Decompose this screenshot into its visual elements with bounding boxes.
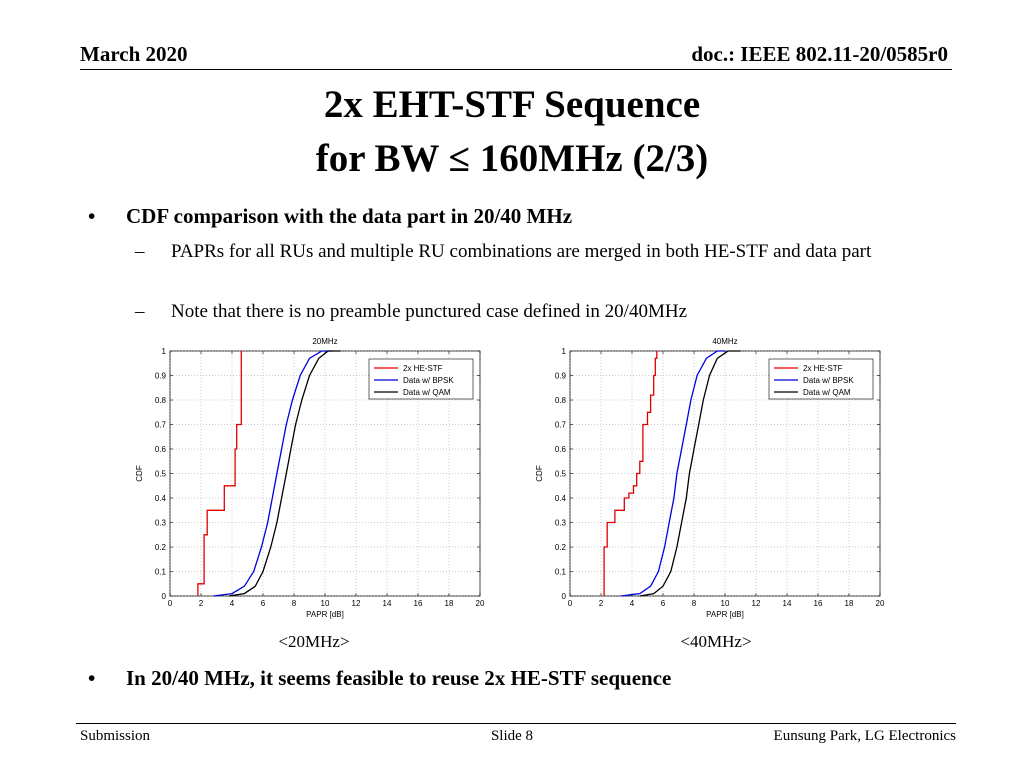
chart-title: 20MHz bbox=[312, 337, 337, 346]
y-tick-label: 0.9 bbox=[155, 372, 167, 381]
header-date: March 2020 bbox=[80, 42, 188, 66]
footer-submission: Submission bbox=[80, 728, 151, 744]
y-tick-label: 0.2 bbox=[555, 543, 567, 552]
subbullet-text: PAPRs for all RUs and multiple RU combin… bbox=[171, 241, 872, 262]
slide-title-line2: for BW ≤ 160MHz (2/3) bbox=[315, 137, 709, 180]
y-tick-label: 0.7 bbox=[155, 421, 167, 430]
x-tick-label: 10 bbox=[321, 599, 330, 608]
legend-label: Data w/ BPSK bbox=[403, 376, 454, 385]
subbullet-text: Note that there is no preamble punctured… bbox=[171, 301, 687, 322]
y-tick-label: 0.1 bbox=[155, 568, 167, 577]
x-tick-label: 8 bbox=[292, 599, 297, 608]
x-tick-label: 18 bbox=[445, 599, 454, 608]
footer-slide-number: Slide 8 bbox=[490, 728, 534, 744]
x-tick-label: 12 bbox=[352, 599, 361, 608]
y-tick-label: 0.3 bbox=[555, 519, 567, 528]
x-tick-label: 14 bbox=[383, 599, 392, 608]
x-tick-label: 20 bbox=[476, 599, 485, 608]
x-tick-label: 0 bbox=[568, 599, 573, 608]
bullet-text: In 20/40 MHz, it seems feasible to reuse… bbox=[126, 666, 672, 690]
series-line-0 bbox=[197, 351, 242, 596]
legend-label: Data w/ QAM bbox=[403, 388, 451, 397]
y-tick-label: 0 bbox=[162, 592, 167, 601]
footer-divider bbox=[76, 723, 956, 724]
bullet-text: CDF comparison with the data part in 20/… bbox=[126, 204, 573, 228]
x-tick-label: 6 bbox=[261, 599, 266, 608]
x-tick-label: 12 bbox=[752, 599, 761, 608]
x-tick-label: 0 bbox=[168, 599, 173, 608]
y-tick-label: 0.5 bbox=[155, 470, 167, 479]
legend-label: 2x HE-STF bbox=[803, 364, 843, 373]
y-tick-label: 1 bbox=[162, 347, 167, 356]
bullet-dot-icon: • bbox=[88, 204, 96, 228]
y-tick-label: 1 bbox=[562, 347, 567, 356]
x-tick-label: 2 bbox=[199, 599, 204, 608]
x-tick-label: 16 bbox=[814, 599, 823, 608]
chart-40mhz: 40MHz 0 2 4 6 8 10 12 14 16 18 20 0 0.1 0.2 0.3 0.4 0.5 0.… bbox=[530, 332, 900, 632]
y-tick-label: 0.7 bbox=[555, 421, 567, 430]
header-divider bbox=[80, 69, 952, 70]
series-line-2 bbox=[639, 350, 741, 597]
caption-40mhz: <40MHz> bbox=[680, 632, 752, 651]
header-doc-id: doc.: IEEE 802.11-20/0585r0 bbox=[691, 42, 948, 66]
y-tick-label: 0.6 bbox=[555, 445, 567, 454]
dash-icon: – bbox=[135, 301, 145, 322]
x-tick-label: 2 bbox=[599, 599, 604, 608]
x-tick-label: 8 bbox=[692, 599, 697, 608]
x-axis-label: PAPR [dB] bbox=[706, 610, 744, 619]
footer-author: Eunsung Park, LG Electronics bbox=[773, 728, 956, 744]
y-tick-label: 0 bbox=[562, 592, 567, 601]
y-tick-label: 0.4 bbox=[155, 494, 167, 503]
y-tick-label: 0.4 bbox=[555, 494, 567, 503]
legend-label: Data w/ BPSK bbox=[803, 376, 854, 385]
slide-title-line1: 2x EHT-STF Sequence bbox=[323, 83, 701, 126]
y-axis-label: CDF bbox=[135, 465, 144, 482]
x-tick-label: 18 bbox=[845, 599, 854, 608]
y-axis-label: CDF bbox=[535, 465, 544, 482]
bullet-dot-icon: • bbox=[88, 666, 96, 690]
y-tick-label: 0.8 bbox=[555, 396, 567, 405]
x-tick-label: 10 bbox=[721, 599, 730, 608]
y-tick-label: 0.2 bbox=[155, 543, 167, 552]
series-line-2 bbox=[228, 350, 341, 597]
chart-20mhz: 20MHz 0 2 4 6 8 10 12 14 16 18 20 0 0.1 0.2 0.3 0.4 0.5 0.… bbox=[130, 332, 500, 632]
y-tick-label: 0.3 bbox=[155, 519, 167, 528]
chart-40mhz-svg: 40MHz 0 2 4 6 8 10 12 14 16 18 20 0 0.1 0.2 0.3 0.4 0.5 0.… bbox=[535, 337, 885, 619]
y-tick-label: 0.6 bbox=[155, 445, 167, 454]
x-tick-label: 14 bbox=[783, 599, 792, 608]
y-tick-label: 0.5 bbox=[555, 470, 567, 479]
y-tick-label: 0.8 bbox=[155, 396, 167, 405]
chart-20mhz-svg: 20MHz 0 2 4 6 8 10 12 14 16 18 20 0 0.1 0.2 0.3 0.4 0.5 0.… bbox=[135, 337, 485, 619]
dash-icon: – bbox=[135, 241, 145, 262]
legend-label: 2x HE-STF bbox=[403, 364, 443, 373]
x-tick-label: 20 bbox=[876, 599, 885, 608]
x-tick-label: 16 bbox=[414, 599, 423, 608]
chart-title: 40MHz bbox=[712, 337, 737, 346]
y-tick-label: 0.1 bbox=[555, 568, 567, 577]
caption-20mhz: <20MHz> bbox=[278, 632, 350, 651]
x-tick-label: 6 bbox=[661, 599, 666, 608]
legend-label: Data w/ QAM bbox=[803, 388, 851, 397]
x-axis-label: PAPR [dB] bbox=[306, 610, 344, 619]
series-line-0 bbox=[603, 351, 658, 596]
x-tick-label: 4 bbox=[230, 599, 235, 608]
series-line-1 bbox=[621, 350, 725, 597]
y-tick-label: 0.9 bbox=[555, 372, 567, 381]
x-tick-label: 4 bbox=[630, 599, 635, 608]
series-line-1 bbox=[213, 350, 333, 597]
